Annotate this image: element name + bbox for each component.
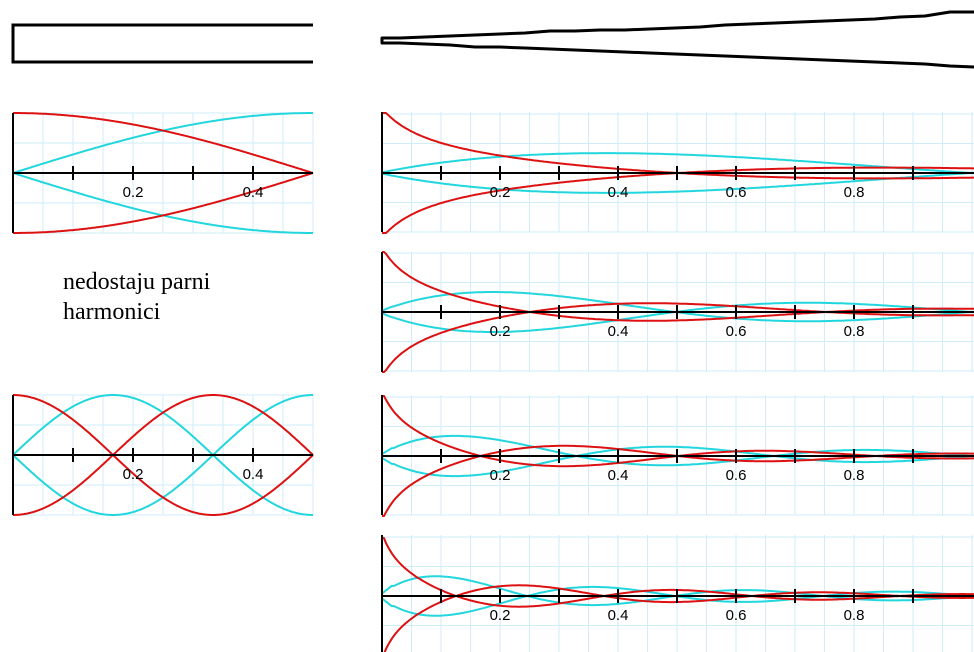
cylinder-tube-shape [11,23,313,64]
cone-mode-1-tick-label: 0.4 [608,184,629,201]
cone-mode-3-tick-label: 0.2 [490,467,511,484]
cylinder-mode-3-red-lower-curve [13,394,314,516]
cone-mode-2-tick-label: 0.2 [490,323,511,340]
cone-mode-4-tick-label: 0.4 [608,607,629,624]
cone-mode-4-tick-label: 0.8 [844,607,865,624]
cylinder-mode-3-panel: 0.2 0.4 [12,394,314,516]
cone-mode-4-panel: 0.2 0.4 0.6 0.8 [381,535,974,652]
cylinder-mode-1-tick-label: 0.4 [243,184,264,201]
cone-mode-1-panel: 0.2 0.4 0.6 0.8 [381,112,974,234]
cone-mode-2-red-lower-curve [382,302,974,373]
cone-mode-2-grid [381,252,974,372]
caption-line-2: harmonici [63,299,161,325]
cylinder-mode-3-red-upper-curve [13,394,314,516]
cone-mode-4-grid [381,535,974,652]
cone-mode-2-tick-label: 0.4 [608,323,629,340]
cone-mode-2-red-upper-curve [382,251,974,322]
cone-mode-1-tick-label: 0.2 [490,184,511,201]
cylinder-mode-1-tick-label: 0.2 [123,184,144,201]
cone-mode-4-tick-label: 0.6 [726,607,747,624]
cone-mode-3-cyan-upper-curve [381,434,974,467]
cone-mode-2-panel: 0.2 0.4 0.6 0.8 [381,251,974,373]
cylinder-mode-1-red-lower-curve [13,172,314,234]
cone-mode-3-tick-label: 0.6 [726,467,747,484]
cylinder-mode-3-tick-label: 0.2 [123,466,144,483]
cone-mode-3-panel: 0.2 0.4 0.6 0.8 [381,395,974,517]
missing-even-harmonics-caption: nedostaju parni harmonici [63,267,210,327]
cone-tube-shape [380,10,974,69]
cone-mode-3-cyan-lower-curve [381,445,974,478]
cylinder-mode-3-tick-label: 0.4 [243,466,264,483]
cone-mode-1-cyan-upper-curve [381,152,974,175]
cone-mode-2-tick-label: 0.6 [726,323,747,340]
cone-mode-1-cyan-lower-curve [381,171,974,194]
cone-mode-4-tick-label: 0.2 [490,607,511,624]
cone-mode-2-tick-label: 0.8 [844,323,865,340]
cone-mode-1-tick-label: 0.8 [844,184,865,201]
cone-mode-3-tick-label: 0.4 [608,467,629,484]
cylinder-mode-1-red-upper-curve [13,112,314,174]
cone-mode-1-tick-label: 0.6 [726,184,747,201]
cylinder-mode-1-panel: 0.2 0.4 [12,112,314,234]
caption-line-1: nedostaju parni [63,269,211,295]
cone-mode-3-tick-label: 0.8 [844,467,865,484]
